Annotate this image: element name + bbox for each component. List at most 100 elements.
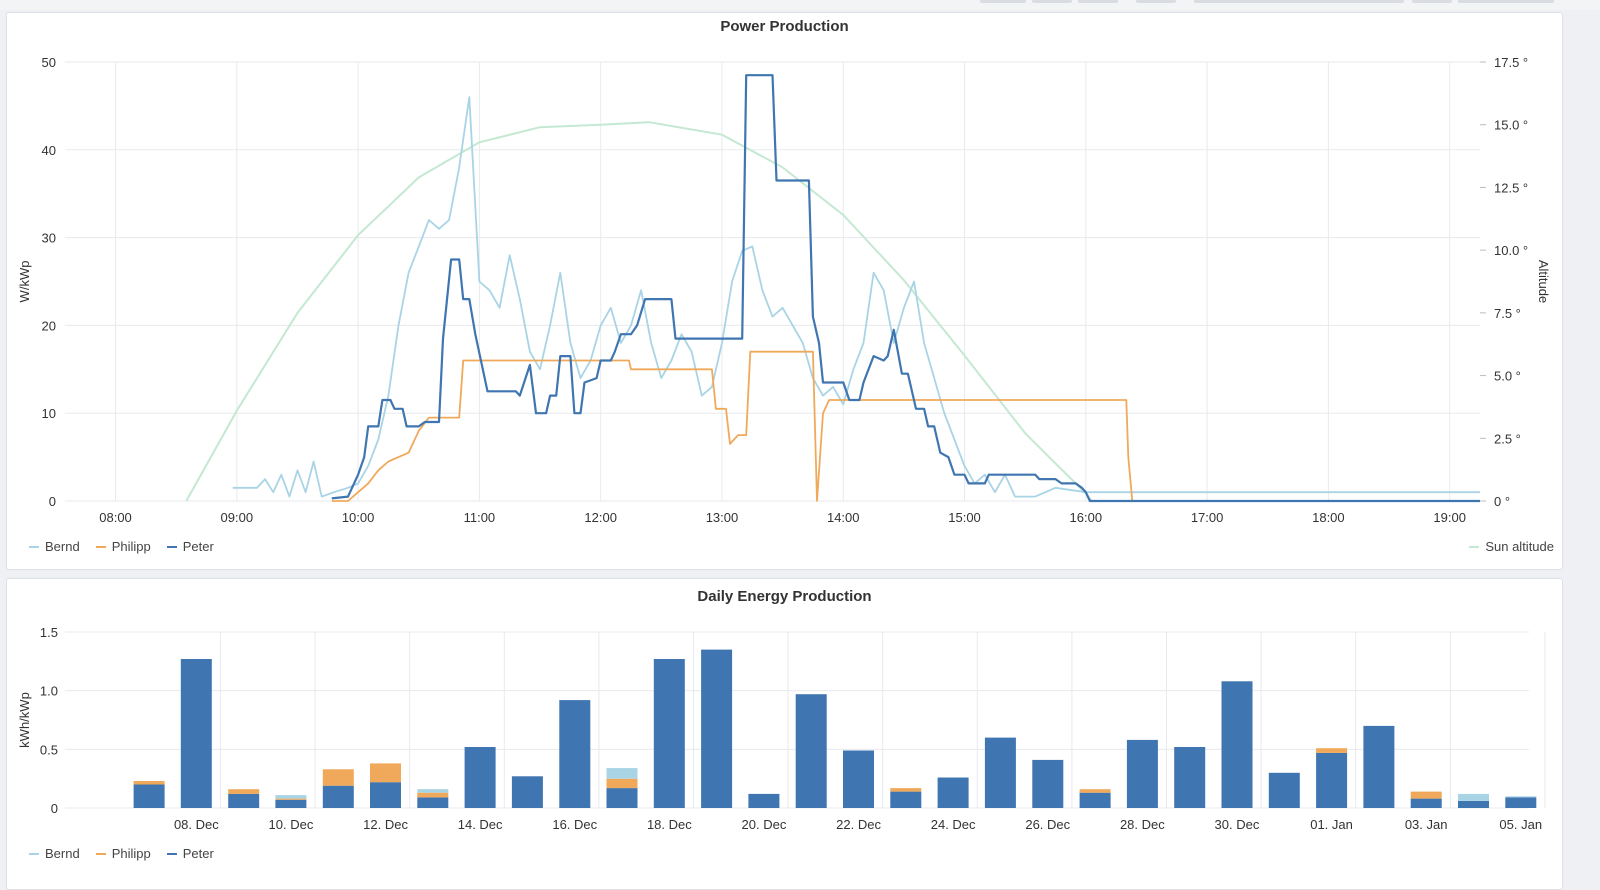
bar-bernd-17-dec (606, 768, 638, 779)
bar-peter-15-dec (511, 776, 543, 808)
bar-peter-19-dec (701, 649, 733, 808)
bar-peter-14-dec (464, 747, 496, 808)
legend-label: Peter (182, 846, 214, 861)
energy-chart[interactable]: 0 0.5 1.0 1.5 kWh/kWp 08. Dec 10. Dec 12. Dec 14… (7, 579, 1562, 889)
legend-item-philipp[interactable]: Philipp (95, 539, 151, 554)
y-tick-label: 0 (51, 801, 58, 816)
toolbar-button[interactable] (980, 0, 1026, 3)
legend: Bernd Philipp Peter (29, 846, 214, 861)
y-tick-label: 50 (42, 55, 56, 70)
bar-philipp-17-dec (606, 778, 638, 789)
bar-peter-25-dec (984, 737, 1016, 808)
bar-peter-09-dec (228, 793, 260, 808)
bar-peter-24-dec (937, 777, 969, 808)
y2-tick-label: 17.5 ° (1494, 55, 1528, 70)
toolbar-button[interactable] (1136, 0, 1176, 3)
y-tick-label: 30 (42, 231, 56, 246)
x-tick-label: 01. Jan (1310, 817, 1353, 832)
bar-bernd-10-dec (275, 795, 307, 799)
bar-peter-02-jan (1363, 725, 1395, 808)
daily-energy-panel: Daily Energy Production 0 0.5 1.0 1.5 kWh/kW… (6, 578, 1563, 890)
x-tick-label: 03. Jan (1405, 817, 1448, 832)
legend-item-peter[interactable]: Peter (166, 539, 214, 554)
power-chart[interactable]: 08:00 09:00 10:00 11:00 12:00 13:00 14:00 15:00… (7, 13, 1562, 569)
bar-bernd-04-jan (1458, 793, 1489, 801)
legend-label: Sun altitude (1485, 539, 1554, 554)
series-line-bernd (232, 96, 1480, 498)
series-line-peter (331, 74, 1480, 503)
legend: Bernd Philipp Peter (29, 539, 214, 554)
legend-item-sun-altitude[interactable]: Sun altitude (1469, 539, 1554, 554)
x-tick-label: 10:00 (342, 510, 375, 525)
x-tick-label: 24. Dec (931, 817, 976, 832)
x-tick-label: 22. Dec (836, 817, 881, 832)
y-axis-label: W/kWp (17, 261, 32, 303)
x-tick-label: 28. Dec (1120, 817, 1165, 832)
y2-tick-label: 10.0 ° (1494, 243, 1528, 258)
toolbar-button[interactable] (1078, 0, 1118, 3)
y-tick-label: 40 (42, 143, 56, 158)
bar-philipp-07-dec (133, 781, 165, 785)
y-axis-label: kWh/kWp (17, 692, 32, 748)
legend-label: Philipp (111, 539, 151, 554)
bar-peter-29-dec (1174, 747, 1206, 808)
y2-tick-label: 12.5 ° (1494, 180, 1528, 195)
series-line-philipp (331, 350, 1480, 502)
y-tick-label: 1.5 (40, 625, 58, 640)
bar-peter-21-dec (795, 694, 827, 808)
x-tick-label: 15:00 (948, 510, 981, 525)
legend-label: Bernd (45, 846, 80, 861)
bar-peter-03-jan (1410, 798, 1442, 808)
bar-peter-16-dec (559, 700, 591, 808)
x-tick-label: 10. Dec (269, 817, 314, 832)
x-tick-label: 13:00 (706, 510, 739, 525)
y-tick-label: 1.0 (40, 684, 58, 699)
x-tick-label: 08:00 (99, 510, 132, 525)
bar-peter-20-dec (748, 793, 780, 808)
x-tick-label: 14:00 (827, 510, 860, 525)
x-tick-label: 16:00 (1070, 510, 1103, 525)
toolbar-button[interactable] (1412, 0, 1452, 3)
x-tick-label: 05. Jan (1499, 817, 1542, 832)
x-tick-label: 09:00 (221, 510, 254, 525)
bar-bernd-05-jan (1505, 796, 1537, 798)
top-toolbar-strip (0, 0, 1600, 10)
x-tick-label: 08. Dec (174, 817, 219, 832)
bar-peter-01-jan (1316, 752, 1348, 808)
y-tick-label: 10 (42, 406, 56, 421)
x-tick-label: 19:00 (1433, 510, 1466, 525)
bar-peter-17-dec (606, 788, 638, 808)
bar-peter-28-dec (1126, 739, 1158, 808)
bar-peter-13-dec (417, 797, 449, 808)
toolbar-button[interactable] (1032, 0, 1072, 3)
x-tick-label: 20. Dec (742, 817, 787, 832)
bar-philipp-10-dec (275, 798, 307, 800)
y2-tick-label: 7.5 ° (1494, 306, 1521, 321)
y2-tick-label: 2.5 ° (1494, 431, 1521, 446)
bar-philipp-11-dec (322, 769, 354, 786)
legend-item-bernd[interactable]: Bernd (29, 846, 80, 861)
bar-peter-05-jan (1505, 797, 1537, 808)
bar-philipp-03-jan (1410, 791, 1442, 799)
y2-tick-label: 15.0 ° (1494, 118, 1528, 133)
bar-philipp-27-dec (1079, 789, 1111, 793)
legend-item-peter[interactable]: Peter (166, 846, 214, 861)
legend-right: Sun altitude (1469, 539, 1554, 554)
legend-item-bernd[interactable]: Bernd (29, 539, 80, 554)
bar-philipp-13-dec (417, 792, 449, 798)
y-tick-label: 0.5 (40, 742, 58, 757)
toolbar-button[interactable] (1458, 0, 1554, 3)
bar-peter-22-dec (843, 750, 874, 808)
time-range-picker[interactable] (1194, 0, 1404, 3)
power-production-panel: Power Production 08:00 09:00 10:00 11:00 12:… (6, 12, 1563, 570)
bar-philipp-12-dec (370, 763, 401, 783)
panel-title: Power Production (720, 18, 849, 35)
legend-item-philipp[interactable]: Philipp (95, 846, 151, 861)
bar-peter-26-dec (1032, 759, 1064, 808)
y-tick-label: 20 (42, 318, 56, 333)
bar-philipp-23-dec (890, 788, 922, 792)
y2-axis-label: Altitude (1536, 260, 1551, 303)
legend-label: Peter (182, 539, 214, 554)
x-tick-label: 30. Dec (1215, 817, 1260, 832)
bar-peter-04-jan (1458, 801, 1489, 808)
